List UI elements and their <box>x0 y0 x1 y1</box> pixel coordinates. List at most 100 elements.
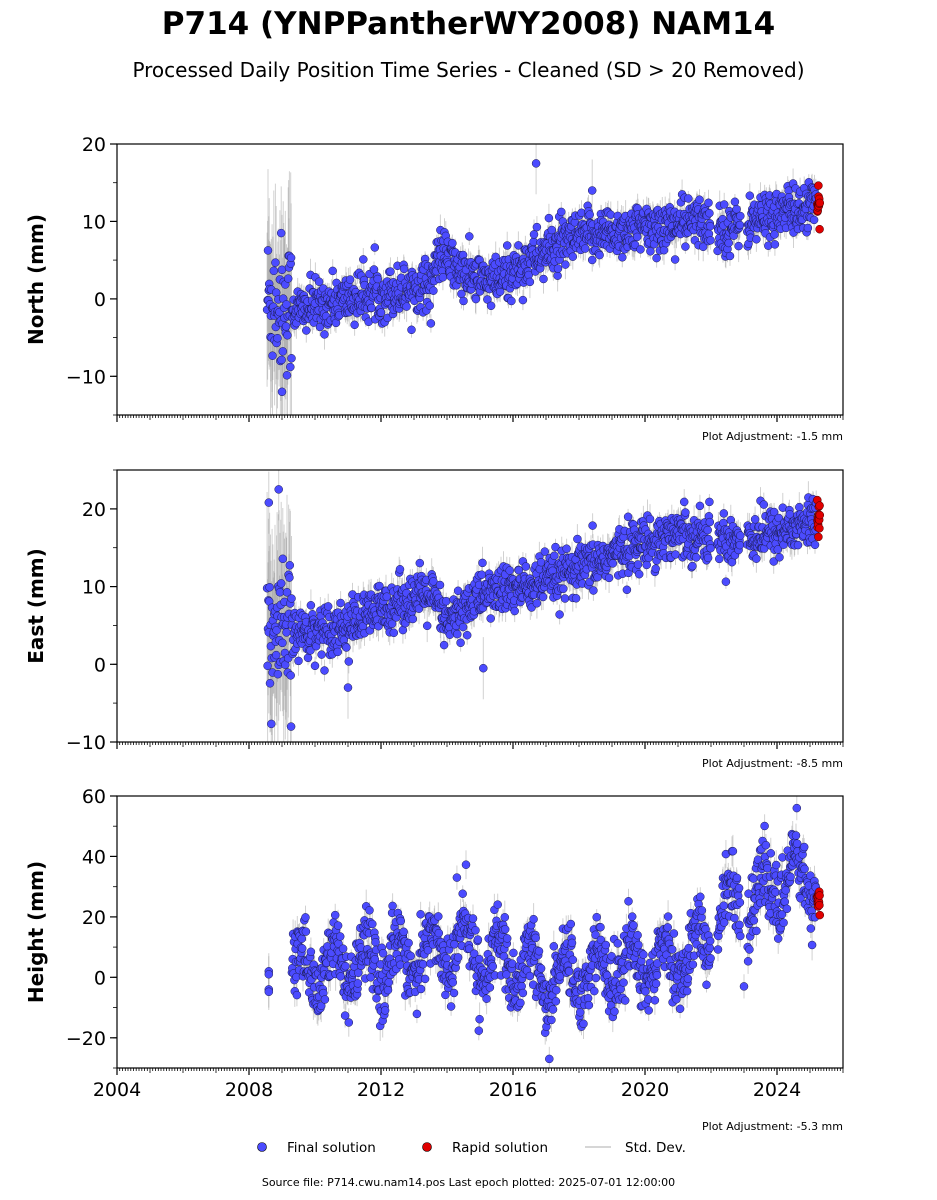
final-point <box>276 579 286 588</box>
x-ticks <box>116 415 844 422</box>
final-point <box>465 232 474 241</box>
final-point <box>459 296 468 306</box>
final-point <box>425 301 434 310</box>
final-point <box>532 222 542 232</box>
final-point <box>306 646 315 655</box>
final-point <box>595 250 604 260</box>
final-point <box>539 274 548 284</box>
final-point <box>408 614 418 624</box>
final-point <box>382 592 392 601</box>
final-point <box>538 592 548 602</box>
final-point <box>314 277 324 286</box>
final-point <box>263 661 272 671</box>
final-point <box>303 653 313 663</box>
final-point <box>345 275 355 284</box>
final-point <box>724 238 733 248</box>
y-tick-label: 20 <box>82 134 106 156</box>
final-point <box>373 274 382 284</box>
final-point <box>551 542 560 552</box>
final-point <box>518 295 528 305</box>
final-point <box>544 213 554 223</box>
final-point <box>695 195 704 204</box>
final-point <box>547 225 557 235</box>
final-point <box>560 594 570 603</box>
final-point <box>350 320 359 330</box>
final-point <box>587 255 597 265</box>
final-point <box>389 628 399 638</box>
final-point <box>510 606 519 616</box>
final-point <box>573 534 582 544</box>
final-point <box>670 255 680 264</box>
final-point <box>375 581 384 591</box>
final-point <box>306 601 316 610</box>
final-point <box>441 596 451 606</box>
final-point <box>483 295 492 304</box>
final-point <box>809 215 819 225</box>
final-point <box>752 235 761 244</box>
final-point <box>287 354 296 363</box>
final-point <box>369 265 379 274</box>
y-tick-label: −10 <box>66 366 106 388</box>
final-point <box>294 656 303 666</box>
final-point <box>273 333 282 343</box>
final-point <box>684 194 693 203</box>
final-point <box>559 584 568 594</box>
final-point <box>561 260 570 269</box>
final-point <box>514 565 524 575</box>
final-point <box>557 207 566 217</box>
y-tick-label: 0 <box>94 289 106 311</box>
final-point <box>453 629 462 639</box>
final-point <box>736 211 745 221</box>
final-point <box>606 210 616 219</box>
final-point <box>278 554 288 564</box>
final-point <box>277 355 286 365</box>
final-point <box>302 326 311 335</box>
final-point <box>478 558 487 568</box>
final-point <box>282 588 292 597</box>
final-point <box>359 255 368 264</box>
final-point <box>732 204 741 214</box>
final-point <box>323 602 333 611</box>
final-point <box>735 220 745 230</box>
chart-title: P714 (YNPPantherWY2008) NAM14 <box>161 6 776 42</box>
final-point <box>636 245 645 254</box>
final-point <box>282 371 292 380</box>
final-point <box>486 614 495 623</box>
final-point <box>456 638 465 648</box>
final-point <box>399 264 409 274</box>
final-point <box>320 666 329 675</box>
final-point <box>438 273 448 282</box>
final-points <box>262 485 821 731</box>
final-point <box>550 551 559 561</box>
rapid-point <box>814 181 823 190</box>
final-point <box>659 245 669 255</box>
final-point <box>278 638 287 648</box>
final-point <box>521 562 531 571</box>
final-point <box>803 223 813 233</box>
chart-subtitle: Processed Daily Position Time Series - C… <box>132 58 805 82</box>
final-point <box>745 191 755 200</box>
final-point <box>448 238 457 248</box>
final-point <box>282 300 291 309</box>
final-point <box>705 208 714 218</box>
final-point <box>286 253 296 263</box>
final-point <box>287 594 296 603</box>
final-point <box>507 296 516 306</box>
rapid-point <box>815 198 825 208</box>
final-point <box>471 294 481 304</box>
final-point <box>486 301 496 311</box>
final-point <box>328 266 337 276</box>
final-point <box>458 622 468 632</box>
final-point <box>734 241 743 251</box>
final-point <box>462 630 472 640</box>
final-point <box>276 228 286 238</box>
final-point <box>429 577 438 586</box>
rapid-points <box>813 181 825 234</box>
final-point <box>414 604 424 613</box>
final-point <box>387 619 397 629</box>
final-point <box>770 240 780 249</box>
final-point <box>514 241 523 250</box>
final-point <box>681 242 690 251</box>
final-point <box>571 594 581 603</box>
final-point <box>320 330 329 339</box>
